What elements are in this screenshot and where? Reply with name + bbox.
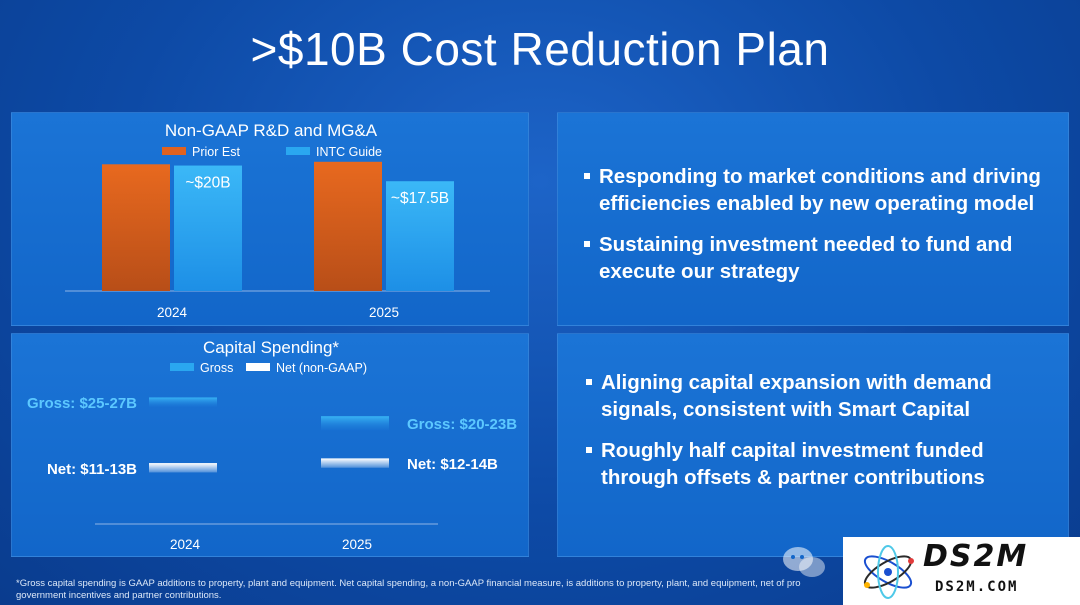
logo-subtext: DS2M.COM	[935, 579, 1019, 595]
chart-title: Capital Spending*	[203, 338, 339, 357]
bar	[102, 164, 170, 291]
legend-label: Gross	[200, 361, 233, 375]
bar	[314, 161, 382, 291]
bar	[386, 181, 454, 291]
bullets-panel-bottom: Aligning capital expansion with demand s…	[557, 333, 1069, 557]
legend-swatch	[286, 147, 310, 155]
x-tick-label: 2025	[369, 305, 399, 320]
atom-logo-icon	[863, 545, 914, 599]
bar-label: ~$17.5B	[391, 190, 449, 207]
legend-label: INTC Guide	[316, 145, 382, 159]
ds2m-logo: DS2M DS2M.COM	[843, 537, 1080, 605]
range-label: Net: $11-13B	[47, 461, 137, 478]
bar-label: ~$20B	[185, 175, 230, 192]
capital-chart: Capital Spending* Gross Net (non-GAAP) Gros…	[27, 338, 517, 552]
range-bar	[321, 458, 389, 468]
range-bar	[149, 463, 217, 473]
capital-chart-panel: Capital Spending* Gross Net (non-GAAP) Gros…	[11, 333, 529, 557]
range-bar	[149, 397, 217, 407]
range-label: Gross: $20-23B	[407, 416, 517, 433]
bullet-item: Responding to market conditions and driv…	[584, 163, 1064, 217]
legend-swatch	[246, 363, 270, 371]
x-tick-label: 2025	[342, 537, 372, 552]
x-tick-label: 2024	[157, 305, 188, 320]
logo-text: DS2M	[923, 539, 1029, 574]
x-tick-label: 2024	[170, 537, 201, 552]
bullet-item: Aligning capital expansion with demand s…	[586, 369, 1066, 423]
rd-chart-panel: Non-GAAP R&D and MG&A Prior Est INTC Guide…	[11, 112, 529, 326]
range-bar	[321, 416, 389, 431]
legend-label: Prior Est	[192, 145, 240, 159]
bullet-item: Roughly half capital investment funded t…	[586, 437, 1066, 491]
legend-swatch	[162, 147, 186, 155]
bullet-item: Sustaining investment needed to fund and…	[584, 231, 1064, 285]
rd-chart: Non-GAAP R&D and MG&A Prior Est INTC Guide…	[65, 121, 490, 320]
wechat-icon	[783, 547, 825, 577]
bar	[174, 165, 242, 291]
range-label: Gross: $25-27B	[27, 395, 137, 412]
bullets-panel-top: Responding to market conditions and driv…	[557, 112, 1069, 326]
bullet-list-top: Responding to market conditions and driv…	[584, 163, 1064, 299]
legend-swatch	[170, 363, 194, 371]
bullet-list-bottom: Aligning capital expansion with demand s…	[586, 369, 1066, 505]
chart-title: Non-GAAP R&D and MG&A	[165, 121, 378, 140]
page-title: >$10B Cost Reduction Plan	[250, 23, 830, 75]
legend-label: Net (non-GAAP)	[276, 361, 367, 375]
footnote: *Gross capital spending is GAAP addition…	[16, 578, 801, 601]
range-label: Net: $12-14B	[407, 456, 498, 473]
